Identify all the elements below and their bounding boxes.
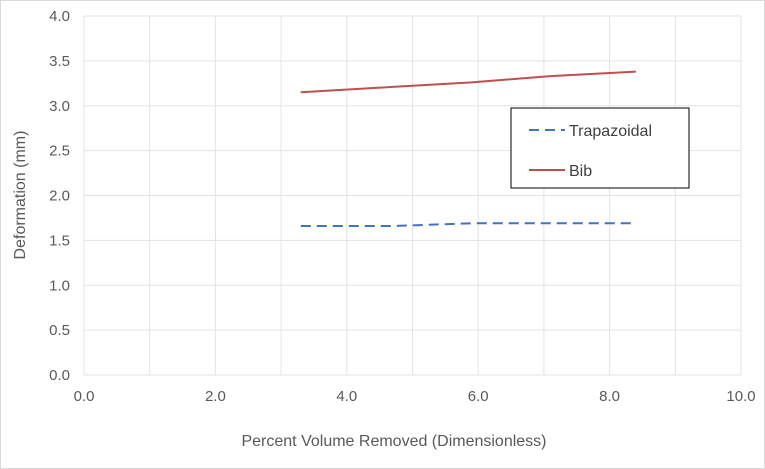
legend: Trapazoidal Bib	[510, 107, 690, 189]
y-tick-label: 3.5	[49, 53, 70, 70]
x-tick-label: 0.0	[74, 388, 95, 405]
y-tick-label: 0.0	[49, 367, 70, 384]
series-line-trapazoidal	[300, 222, 636, 227]
y-tick-label: 1.0	[49, 277, 70, 294]
grid	[83, 15, 742, 376]
y-tick-label: 1.5	[49, 232, 70, 249]
legend-label-trapazoidal: Trapazoidal	[569, 123, 652, 140]
y-axis-title: Deformation (mm)	[12, 131, 29, 260]
x-tick-label: 2.0	[205, 388, 226, 405]
series-lines	[300, 70, 636, 227]
y-tick-label: 3.0	[49, 98, 70, 115]
series-line-bib	[300, 70, 636, 94]
legend-label-bib: Bib	[569, 163, 592, 180]
x-tick-label: 6.0	[468, 388, 489, 405]
x-tick-label: 4.0	[336, 388, 357, 405]
legend-box	[510, 107, 690, 189]
y-tick-label: 4.0	[49, 8, 70, 25]
x-tick-label: 10.0	[726, 388, 755, 405]
y-tick-label: 0.5	[49, 322, 70, 339]
tick-labels: 0.0 0.5 1.0 1.5 2.0 2.5 3.0 3.5 4.0 0.0 2.0 4.0 6.0 8…	[49, 8, 755, 405]
x-tick-label: 8.0	[599, 388, 620, 405]
x-axis-title: Percent Volume Removed (Dimensionless)	[241, 433, 546, 450]
y-tick-label: 2.0	[49, 188, 70, 205]
y-tick-label: 2.5	[49, 143, 70, 160]
